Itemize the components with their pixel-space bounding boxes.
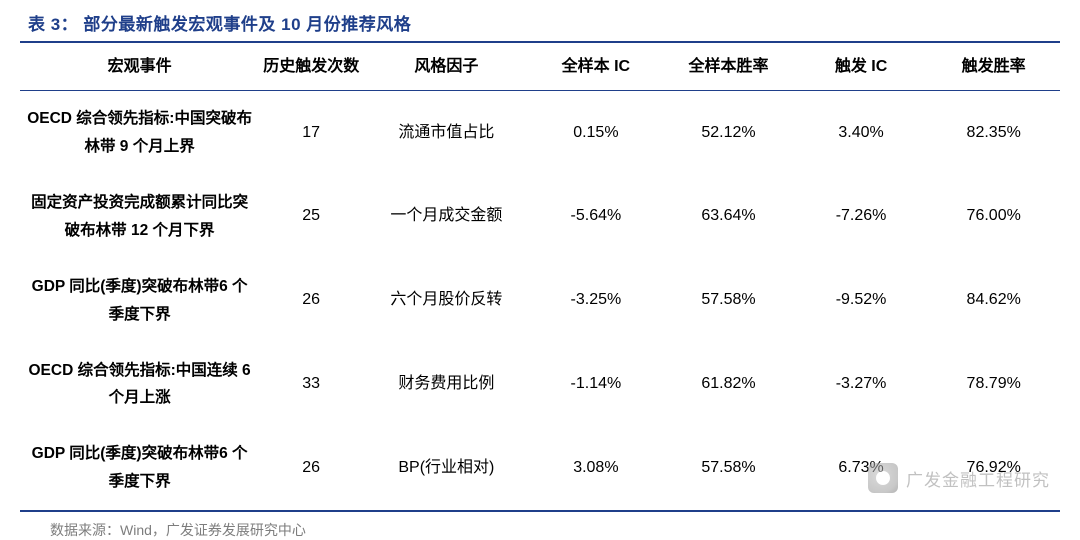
cell-twin: 84.62% xyxy=(927,259,1060,343)
th-ic-all: 全样本 IC xyxy=(530,43,663,91)
table-row: GDP 同比(季度)突破布林带6 个季度下界 26 六个月股价反转 -3.25%… xyxy=(20,259,1060,343)
cell-twin: 76.00% xyxy=(927,175,1060,259)
cell-ic: -5.64% xyxy=(530,175,663,259)
cell-win: 57.58% xyxy=(662,426,795,510)
cell-count: 33 xyxy=(259,343,363,427)
th-win-all: 全样本胜率 xyxy=(662,43,795,91)
th-win-trig: 触发胜率 xyxy=(927,43,1060,91)
cell-event: GDP 同比(季度)突破布林带6 个季度下界 xyxy=(20,426,259,510)
table-title: 表 3： 部分最新触发宏观事件及 10 月份推荐风格 xyxy=(20,10,1060,35)
cell-twin: 78.79% xyxy=(927,343,1060,427)
cell-tic: -7.26% xyxy=(795,175,928,259)
watermark-text: 广发金融工程研究 xyxy=(906,466,1050,491)
cell-tic: -9.52% xyxy=(795,259,928,343)
cell-factor: 财务费用比例 xyxy=(363,343,529,427)
cell-factor: BP(行业相对) xyxy=(363,426,529,510)
cell-win: 52.12% xyxy=(662,91,795,175)
cell-win: 61.82% xyxy=(662,343,795,427)
cell-event: GDP 同比(季度)突破布林带6 个季度下界 xyxy=(20,259,259,343)
cell-factor: 流通市值占比 xyxy=(363,91,529,175)
cell-event: 固定资产投资完成额累计同比突破布林带 12 个月下界 xyxy=(20,175,259,259)
cell-twin: 82.35% xyxy=(927,91,1060,175)
cell-event: OECD 综合领先指标:中国突破布林带 9 个月上界 xyxy=(20,91,259,175)
table-wrapper: 宏观事件 历史触发次数 风格因子 全样本 IC 全样本胜率 触发 IC 触发胜率… xyxy=(20,41,1060,512)
cell-count: 26 xyxy=(259,426,363,510)
th-event: 宏观事件 xyxy=(20,43,259,91)
watermark: 广发金融工程研究 xyxy=(868,463,1050,493)
cell-count: 17 xyxy=(259,91,363,175)
macro-events-table: 宏观事件 历史触发次数 风格因子 全样本 IC 全样本胜率 触发 IC 触发胜率… xyxy=(20,43,1060,510)
table-row: 固定资产投资完成额累计同比突破布林带 12 个月下界 25 一个月成交金额 -5… xyxy=(20,175,1060,259)
th-count: 历史触发次数 xyxy=(259,43,363,91)
cell-tic: -3.27% xyxy=(795,343,928,427)
table-row: OECD 综合领先指标:中国连续 6 个月上涨 33 财务费用比例 -1.14%… xyxy=(20,343,1060,427)
cell-count: 26 xyxy=(259,259,363,343)
cell-count: 25 xyxy=(259,175,363,259)
cell-factor: 一个月成交金额 xyxy=(363,175,529,259)
data-source: 数据来源：Wind，广发证券发展研究中心 xyxy=(20,512,1060,540)
cell-ic: 0.15% xyxy=(530,91,663,175)
cell-factor: 六个月股价反转 xyxy=(363,259,529,343)
cell-event: OECD 综合领先指标:中国连续 6 个月上涨 xyxy=(20,343,259,427)
cell-win: 63.64% xyxy=(662,175,795,259)
cell-ic: -3.25% xyxy=(530,259,663,343)
cell-ic: 3.08% xyxy=(530,426,663,510)
cell-tic: 3.40% xyxy=(795,91,928,175)
th-factor: 风格因子 xyxy=(363,43,529,91)
cell-win: 57.58% xyxy=(662,259,795,343)
table-row: OECD 综合领先指标:中国突破布林带 9 个月上界 17 流通市值占比 0.1… xyxy=(20,91,1060,175)
th-ic-trig: 触发 IC xyxy=(795,43,928,91)
table-header-row: 宏观事件 历史触发次数 风格因子 全样本 IC 全样本胜率 触发 IC 触发胜率 xyxy=(20,43,1060,91)
wechat-icon xyxy=(868,463,898,493)
cell-ic: -1.14% xyxy=(530,343,663,427)
